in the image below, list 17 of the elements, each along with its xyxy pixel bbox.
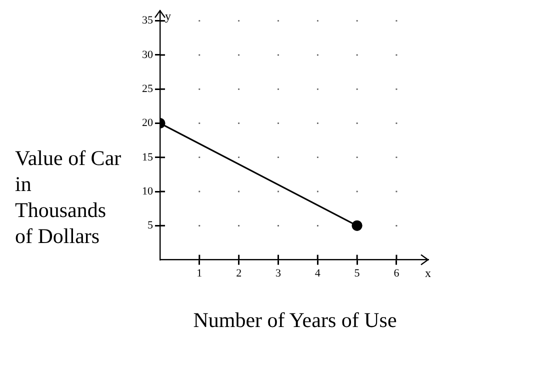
y-tick-label: 35 <box>142 14 154 27</box>
text: x <box>425 266 431 280</box>
y-axis-title: Value of Car in Thousands of Dollars <box>15 145 122 249</box>
y-tick-label: 30 <box>142 48 154 61</box>
annotation: y <box>165 8 171 23</box>
x-tick-label: 1 <box>196 267 202 280</box>
x-tick-label: 4 <box>314 267 321 280</box>
x-tick-label: 3 <box>275 267 282 280</box>
y-tick-label: 5 <box>148 220 154 232</box>
y-tick-label: 25 <box>142 83 154 96</box>
y-tick-label: 10 <box>142 185 154 198</box>
y-tick-label: 15 <box>142 151 154 164</box>
x-tick-label: 2 <box>236 267 242 280</box>
x-tick-label: 5 <box>354 267 360 280</box>
x-axis-title: Number of Years of Use <box>192 308 398 333</box>
x-tick-label: 6 <box>394 267 400 280</box>
y-tick-label: 20 <box>142 117 154 130</box>
